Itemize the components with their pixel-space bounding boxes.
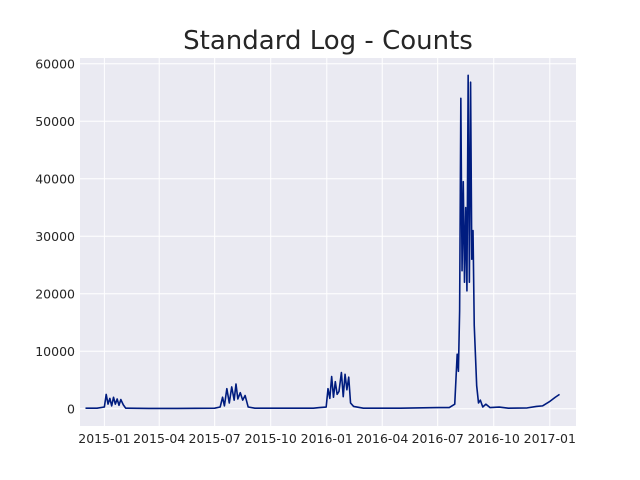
- plot-area: [80, 58, 576, 426]
- y-tick-label: 60000: [35, 56, 75, 71]
- y-tick-label: 0: [67, 401, 75, 416]
- y-tick-label: 50000: [35, 114, 75, 129]
- x-tick-label: 2017-01: [524, 431, 576, 446]
- x-tick-label: 2015-04: [133, 431, 185, 446]
- grid-lines: [80, 58, 576, 426]
- x-tick-label: 2016-01: [301, 431, 353, 446]
- x-tick-labels: 2015-01 2015-04 2015-07 2015-10 2016-01 2016-…: [78, 431, 576, 446]
- x-tick-label: 2016-10: [468, 431, 520, 446]
- y-tick-label: 20000: [35, 286, 75, 301]
- series-layer: [85, 74, 560, 410]
- x-tick-label: 2015-10: [245, 431, 297, 446]
- y-tick-label: 40000: [35, 171, 75, 186]
- x-tick-label: 2015-01: [78, 431, 130, 446]
- y-tick-label: 10000: [35, 344, 75, 359]
- y-tick-labels: 0 10000 20000 30000 40000 50000 60000: [35, 56, 75, 416]
- series-line: [85, 74, 560, 410]
- x-tick-label: 2015-07: [189, 431, 241, 446]
- x-tick-label: 2016-07: [412, 431, 464, 446]
- x-tick-label: 2016-04: [356, 431, 408, 446]
- y-tick-label: 30000: [35, 229, 75, 244]
- chart-title: Standard Log - Counts: [183, 26, 473, 56]
